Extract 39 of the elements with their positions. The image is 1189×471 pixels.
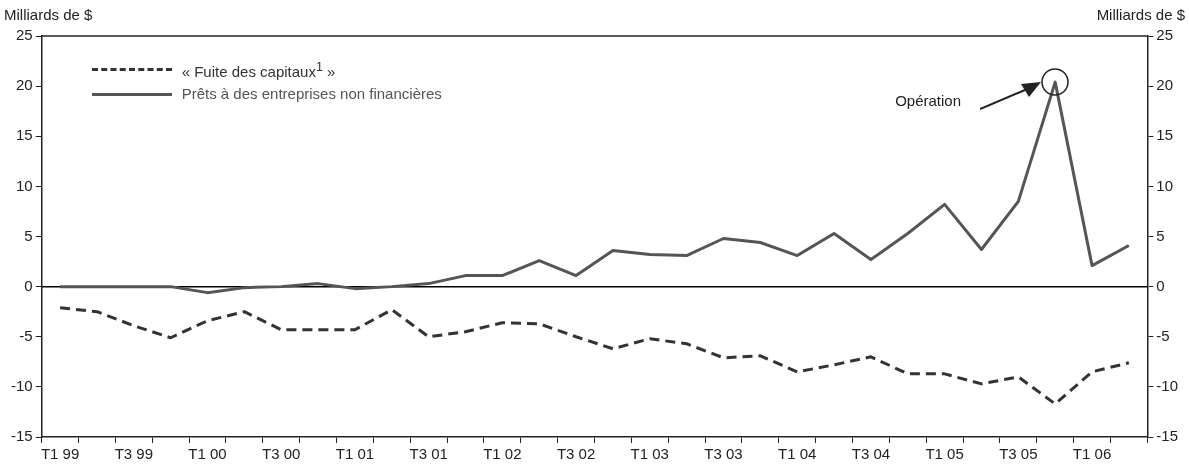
x-tick-label: T1 04 — [778, 445, 817, 463]
x-tick-label: T3 02 — [556, 445, 596, 463]
y-tick-label: -5 — [19, 326, 33, 344]
y-tick-label: 10 — [15, 176, 33, 194]
y2-tick-label: 25 — [1156, 26, 1174, 44]
y2-axis-title: Milliards de $ — [1096, 6, 1185, 23]
x-tick-label: T1 99 — [40, 445, 80, 463]
y-tick-label: 0 — [24, 276, 33, 294]
y-tick-label: 25 — [15, 26, 33, 44]
y-tick-label: -15 — [10, 427, 33, 445]
y2-tick-label: 20 — [1156, 76, 1174, 94]
y2-tick-label: -5 — [1156, 326, 1170, 344]
x-tick-label: T3 01 — [409, 445, 448, 463]
x-tick-label: T1 05 — [925, 445, 964, 463]
x-tick-label: T3 00 — [262, 445, 301, 463]
y2-tick-label: 15 — [1156, 126, 1174, 144]
y2-tick-label: -10 — [1156, 377, 1179, 395]
y2-tick-label: 5 — [1156, 226, 1165, 244]
text: « Fuite des capitaux$^{1}$ » — [181, 59, 336, 82]
y-axis-title: Milliards de $ — [4, 6, 93, 23]
annotation: Opération — [895, 92, 962, 110]
y-tick-label: 20 — [15, 76, 33, 94]
y-tick-label: -10 — [10, 377, 33, 395]
x-tick-label: T1 06 — [1072, 445, 1112, 463]
x-tick-label: T3 99 — [114, 445, 153, 463]
x-tick-label: T3 03 — [704, 445, 743, 463]
line-series — [58, 306, 1131, 406]
x-tick-label: T1 00 — [188, 445, 227, 463]
y-tick-label: 5 — [24, 226, 33, 244]
x-tick-label: T1 02 — [483, 445, 522, 463]
y2-tick-label: 10 — [1156, 176, 1174, 194]
x-tick-label: T3 04 — [851, 445, 891, 463]
text: Prêts à des entreprises non financières — [181, 84, 442, 104]
x-tick-label: T3 05 — [999, 445, 1038, 463]
y2-tick-label: 0 — [1156, 276, 1165, 294]
y2-tick-label: -15 — [1156, 427, 1179, 445]
x-tick-label: T1 01 — [335, 445, 375, 463]
y-tick-label: 15 — [15, 126, 33, 144]
x-tick-label: T1 03 — [630, 445, 669, 463]
